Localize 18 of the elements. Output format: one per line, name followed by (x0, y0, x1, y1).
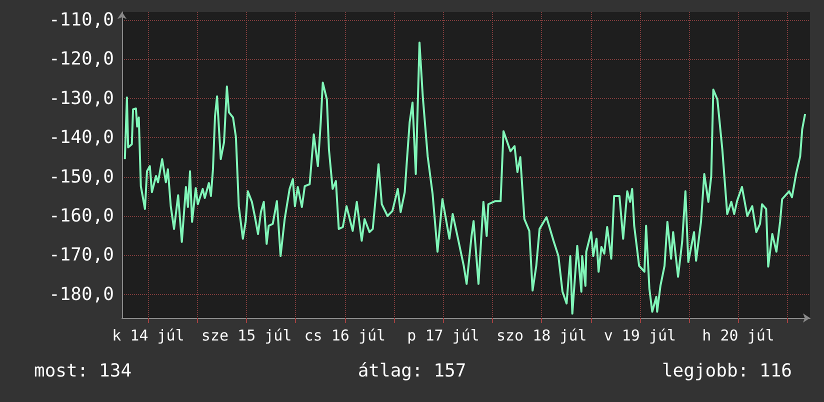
text: átlag: 157 (358, 360, 466, 382)
x-tick-label: szo 18 júl (496, 326, 587, 344)
x-tick-label: h 20 júl (702, 326, 774, 344)
x-tick-label: p 17 júl (407, 326, 480, 344)
x-tick-label: cs 16 júl (304, 326, 386, 344)
text: legjobb: 116 (662, 360, 792, 382)
x-tick-label: k 14 júl (112, 326, 184, 344)
text: most: 134 (34, 360, 132, 382)
y-tick-label: -140,0 (48, 127, 114, 148)
y-tick-label: -170,0 (48, 244, 114, 266)
y-tick-label: -180,0 (48, 284, 114, 305)
x-tick-label: sze 15 júl (201, 326, 292, 344)
y-tick-label: -150,0 (48, 166, 114, 188)
y-tick-label: -130,0 (48, 88, 114, 109)
y-tick-label: -110,0 (48, 9, 114, 30)
y-tick-label: -120,0 (48, 48, 114, 70)
y-tick-label: -160,0 (48, 206, 114, 226)
x-tick-label: v 19 júl (604, 326, 676, 344)
